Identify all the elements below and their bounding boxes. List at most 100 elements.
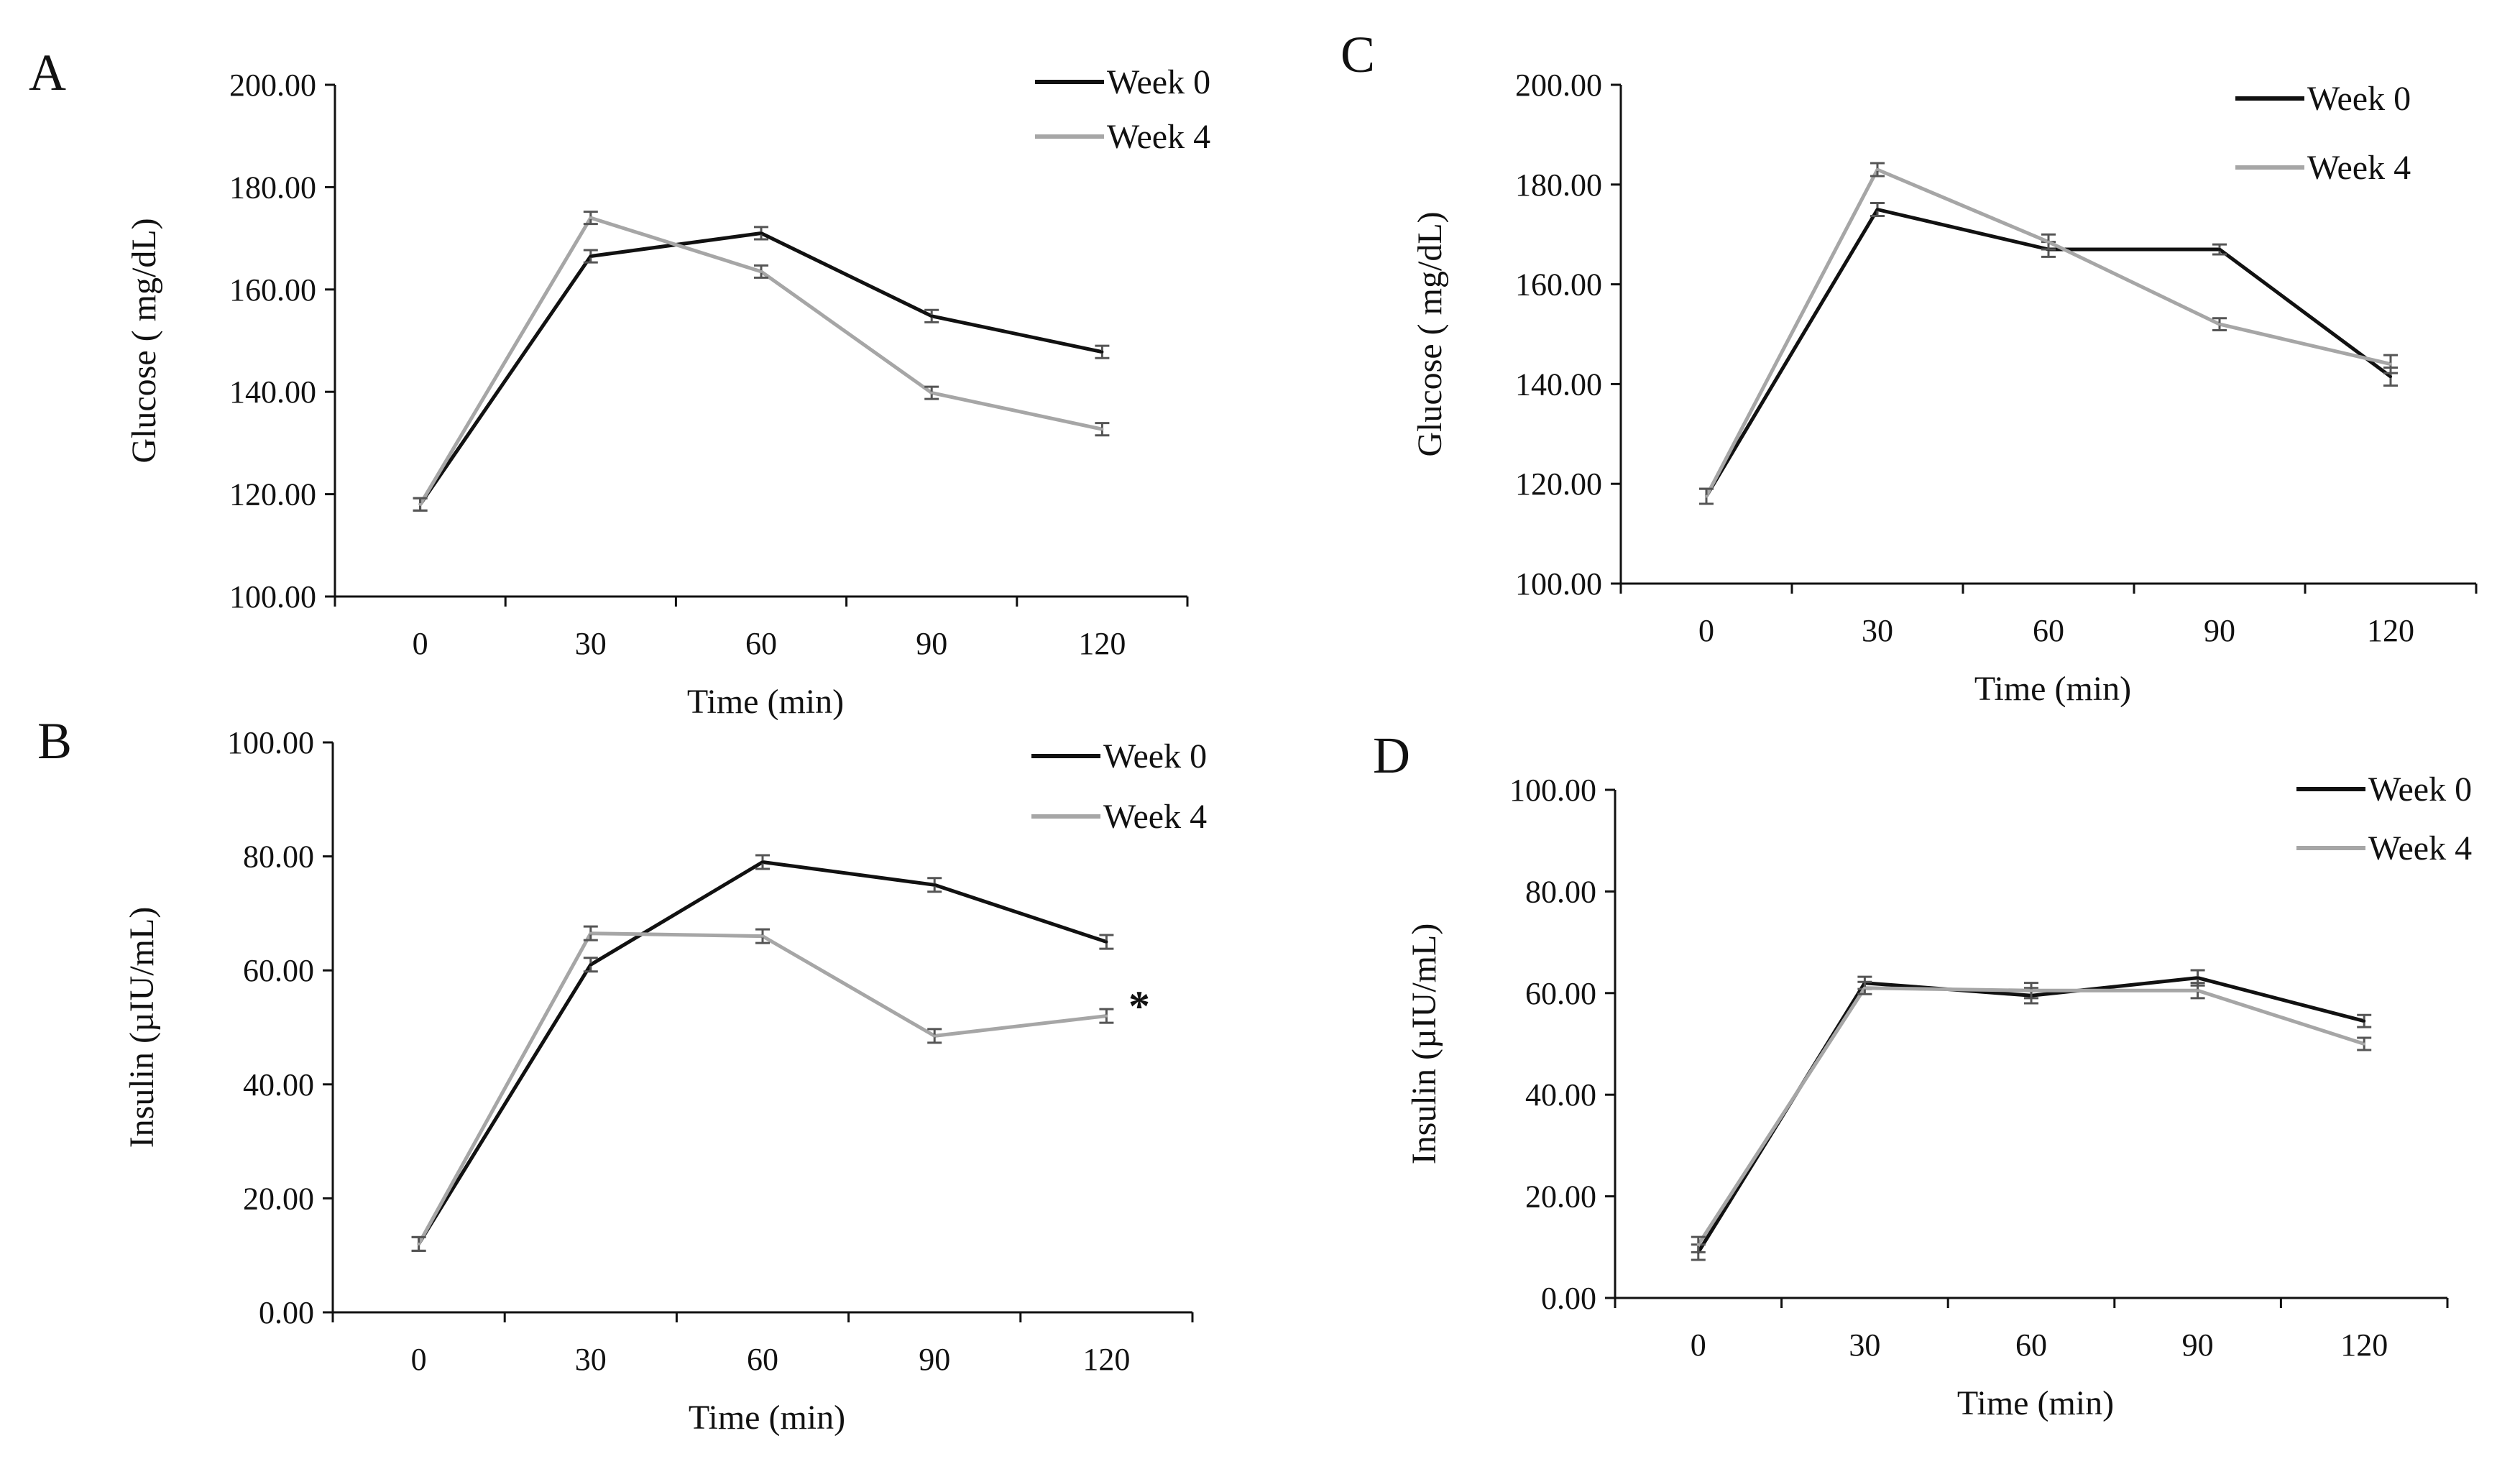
data-point: [1863, 986, 1867, 990]
y-tick-label: 60.00: [1525, 976, 1596, 1011]
y-axis-title: Insulin (µIU/mL): [1405, 924, 1443, 1165]
data-point: [2196, 989, 2199, 993]
panel-letter: B: [37, 712, 72, 770]
y-tick-label: 0.00: [1541, 1281, 1596, 1316]
data-point: [2047, 240, 2050, 244]
data-point: [1876, 208, 1879, 211]
legend-label: Week 4: [2368, 829, 2472, 867]
panel-b-insulin-chart: B 0.00 20.00 40.00 60.00 80.00 100.00 0 30 60 90 12…: [37, 712, 1207, 1437]
data-point: [1876, 167, 1879, 171]
y-tick-label: 120.00: [229, 477, 316, 512]
y-tick-label: 160.00: [229, 272, 316, 308]
legend-label: Week 4: [1107, 118, 1210, 156]
y-tick-label: 140.00: [1515, 367, 1602, 402]
y-tick-label: 180.00: [1515, 167, 1602, 203]
data-point: [417, 1242, 420, 1245]
x-tick-label: 30: [575, 626, 607, 661]
x-tick-label: 60: [747, 1342, 778, 1377]
data-point: [930, 314, 934, 318]
x-tick-label: 60: [2033, 613, 2064, 648]
data-point: [589, 963, 592, 967]
data-point: [1105, 1014, 1108, 1018]
series-line-week-4: [417, 931, 1107, 1245]
legend-label: Week 4: [2307, 149, 2411, 187]
y-axis-title: Glucose ( mg/dL): [125, 218, 163, 463]
data-point: [1100, 428, 1104, 431]
data-point: [760, 270, 763, 273]
data-point: [2363, 1019, 2366, 1023]
y-tick-label: 0.00: [259, 1295, 314, 1330]
x-tick-label: 120: [2367, 613, 2414, 648]
y-tick-label: 160.00: [1515, 267, 1602, 303]
data-point: [589, 216, 592, 220]
x-tick-label: 0: [1691, 1327, 1706, 1363]
y-tick-label: 100.00: [227, 725, 314, 760]
series-line-week-4: [1704, 167, 2391, 497]
legend-label: Week 0: [1103, 737, 1207, 775]
data-point: [1105, 940, 1108, 944]
x-tick-label: 90: [919, 1342, 950, 1377]
x-tick-label: 120: [1078, 626, 1126, 661]
data-point: [761, 934, 764, 938]
y-tick-label: 60.00: [243, 953, 314, 988]
x-tick-label: 60: [745, 626, 777, 661]
x-tick-label: 30: [575, 1342, 607, 1377]
data-point: [1705, 494, 1708, 498]
data-point: [1100, 350, 1104, 354]
y-tick-label: 100.00: [229, 579, 316, 614]
x-tick-label: 0: [1698, 613, 1714, 648]
y-tick-label: 20.00: [243, 1181, 314, 1216]
data-point: [2218, 323, 2221, 326]
data-point: [933, 1034, 937, 1038]
y-tick-label: 120.00: [1515, 466, 1602, 502]
x-tick-label: 120: [2340, 1327, 2388, 1363]
data-point: [589, 931, 592, 935]
y-axis-title: Insulin (µIU/mL): [123, 907, 161, 1148]
x-tick-label: 0: [411, 1342, 427, 1377]
series-line-week-4: [1696, 986, 2365, 1246]
panel-a-glucose-chart: A 100.00 120.00 140.00 160.00 180.00 200.00 0 30…: [29, 44, 1210, 721]
data-point: [589, 254, 592, 258]
x-tick-label: 60: [2015, 1327, 2047, 1363]
series-line-week-4: [418, 216, 1103, 506]
data-point: [2389, 362, 2392, 366]
y-tick-label: 40.00: [243, 1067, 314, 1102]
panel-letter: D: [1373, 727, 1410, 784]
y-tick-label: 80.00: [243, 839, 314, 875]
significance-asterisk: *: [1128, 982, 1150, 1030]
y-tick-label: 140.00: [229, 374, 316, 410]
x-axis-title: Time (min): [689, 1399, 845, 1437]
data-point: [930, 391, 934, 395]
x-axis-title: Time (min): [687, 683, 844, 721]
y-tick-label: 200.00: [1515, 68, 1602, 103]
panel-d-insulin-chart: D 0.00 20.00 40.00 60.00 80.00 100.00 0 30 60 90 12…: [1373, 727, 2472, 1422]
x-tick-label: 90: [2182, 1327, 2214, 1363]
x-tick-label: 30: [1849, 1327, 1880, 1363]
legend-label: Week 0: [2307, 80, 2411, 118]
x-tick-label: 0: [413, 626, 428, 661]
x-axis-title: Time (min): [1957, 1384, 2114, 1422]
series-line-week-0: [1696, 976, 2365, 1253]
data-point: [2030, 989, 2033, 993]
x-tick-label: 90: [2204, 613, 2235, 648]
data-point: [1696, 1243, 1700, 1246]
data-point: [760, 231, 763, 235]
y-tick-label: 80.00: [1525, 874, 1596, 909]
x-tick-label: 120: [1082, 1342, 1130, 1377]
data-point: [418, 502, 422, 506]
y-axis-title: Glucose ( mg/dL): [1411, 211, 1449, 456]
x-tick-label: 30: [1862, 613, 1893, 648]
y-tick-label: 100.00: [1509, 773, 1596, 808]
data-point: [761, 860, 764, 864]
legend-label: Week 0: [1107, 63, 1210, 101]
y-tick-label: 200.00: [229, 68, 316, 103]
y-tick-label: 40.00: [1525, 1077, 1596, 1113]
data-point: [933, 883, 937, 887]
data-point: [2389, 374, 2392, 378]
legend-label: Week 0: [2368, 770, 2472, 809]
y-tick-label: 100.00: [1515, 566, 1602, 602]
y-tick-label: 20.00: [1525, 1179, 1596, 1215]
legend-label: Week 4: [1103, 798, 1207, 836]
panel-letter: C: [1341, 26, 1375, 83]
